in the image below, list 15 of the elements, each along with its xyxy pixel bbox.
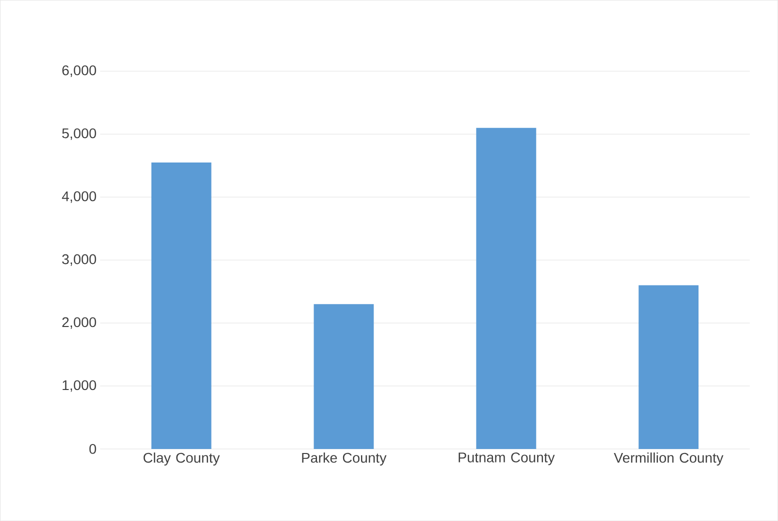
y-tick-label: 3,000	[62, 254, 96, 266]
y-tick-label: 4,000	[62, 191, 96, 203]
x-tick-label: Clay County	[144, 452, 220, 466]
y-tick-label: 6,000	[62, 65, 96, 77]
bar	[151, 162, 212, 449]
y-tick-label: 0	[89, 444, 96, 454]
x-tick-label: Parke County	[302, 452, 387, 466]
x-tick-label: Putnam County	[458, 452, 555, 466]
bar	[314, 304, 374, 449]
y-tick-label: 2,000	[62, 317, 96, 329]
bar	[638, 285, 699, 449]
x-tick-label: Vermillion County	[614, 452, 724, 466]
y-tick-label: 1,000	[62, 380, 96, 392]
bar	[476, 128, 536, 449]
y-tick-label: 5,000	[62, 128, 96, 140]
